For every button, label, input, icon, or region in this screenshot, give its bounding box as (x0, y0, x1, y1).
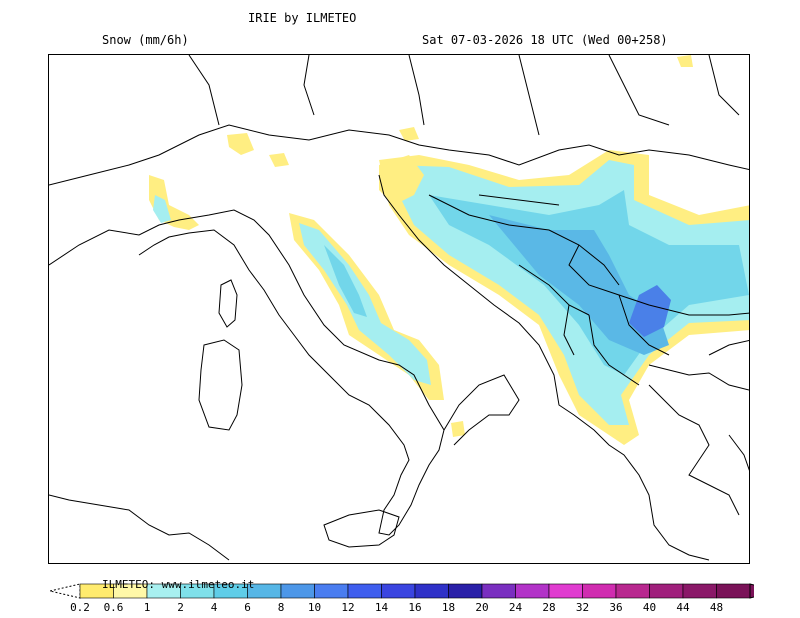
colorbar-cell (414, 583, 449, 599)
coastlines-borders (49, 55, 749, 561)
snow-area-alps-spot3 (399, 127, 419, 141)
colorbar-tick-label: 10 (307, 601, 322, 614)
colorbar-tick-label: 48 (709, 601, 724, 614)
colorbar-tick-label: 0.2 (70, 601, 90, 614)
colorbar-cell (448, 583, 483, 599)
colorbar-tick-label: 16 (408, 601, 422, 614)
colorbar-cell (314, 583, 349, 599)
colorbar-cell (347, 583, 382, 599)
colorbar-over-arrow (749, 583, 754, 599)
sardinia (198, 339, 243, 431)
colorbar-cell (515, 583, 550, 599)
colorbar-tick-label: 24 (508, 601, 523, 614)
north-africa-coast (49, 494, 230, 561)
colorbar-tick-label: 20 (475, 601, 489, 614)
sicily (323, 509, 400, 548)
snow-area-calabria (451, 421, 465, 437)
colorbar-tick-label: 32 (575, 601, 590, 614)
colorbar-cell (280, 583, 315, 599)
snow-area-balkans-8 (629, 285, 671, 337)
valid-time: Sat 07-03-2026 18 UTC (Wed 00+258) (422, 33, 668, 47)
colorbar-under-arrow (50, 583, 81, 599)
snow-area-alps-west-1 (153, 195, 171, 223)
balkan-borders (428, 194, 749, 386)
field-label: Snow (mm/6h) (102, 33, 189, 47)
colorbar-cell (615, 583, 650, 599)
chart-title: IRIE by ILMETEO (248, 11, 357, 25)
colorbar-tick-label: 40 (642, 601, 657, 614)
italy-coastline (49, 209, 445, 536)
alps-borders (49, 124, 749, 186)
colorbar-tick-label: 1 (143, 601, 151, 614)
corsica (218, 279, 238, 328)
colorbar-cell (649, 583, 684, 599)
colorbar-cell (582, 583, 617, 599)
colorbar-tick-label: 8 (277, 601, 285, 614)
snow-area-alps-east (379, 155, 424, 205)
snow-area-balkans-6 (489, 215, 669, 355)
snow-map (48, 54, 750, 564)
colorbar-tick-label: 4 (210, 601, 218, 614)
colorbar-tick-label: 14 (374, 601, 389, 614)
colorbar-cell (381, 583, 416, 599)
colorbar (50, 583, 754, 599)
colorbar-tick-label: 18 (441, 601, 456, 614)
snow-area-alps-spot2 (269, 153, 289, 167)
snow-area-apennines-1 (299, 223, 431, 385)
italy-heel (443, 374, 520, 446)
colorbar-tick-label: 6 (244, 601, 251, 614)
colorbar-tick-label: 28 (542, 601, 556, 614)
snow-area-apennines-4 (324, 245, 367, 317)
snow-fields (149, 55, 749, 445)
colorbar-tick-label: 12 (341, 601, 355, 614)
colorbar-cells (50, 583, 754, 599)
adriatic-east-coast (378, 174, 710, 561)
snow-area-alps-spot1 (227, 133, 254, 155)
colorbar-tick-label: 2 (177, 601, 184, 614)
greece-coast (648, 364, 749, 516)
colorbar-cell (548, 583, 583, 599)
credit-text: ILMETEO: www.ilmeteo.it (102, 578, 255, 591)
colorbar-tick-label: 44 (676, 601, 690, 614)
map-canvas (49, 55, 749, 561)
snow-area-ne-corner (677, 55, 693, 67)
colorbar-tick-label: 0.6 (103, 601, 124, 614)
colorbar-cell (481, 583, 516, 599)
colorbar-cell (682, 583, 717, 599)
colorbar-tick-label: 36 (609, 601, 623, 614)
colorbar-cell (716, 583, 751, 599)
central-europe-borders (188, 55, 740, 136)
turkey-coast (708, 339, 749, 471)
